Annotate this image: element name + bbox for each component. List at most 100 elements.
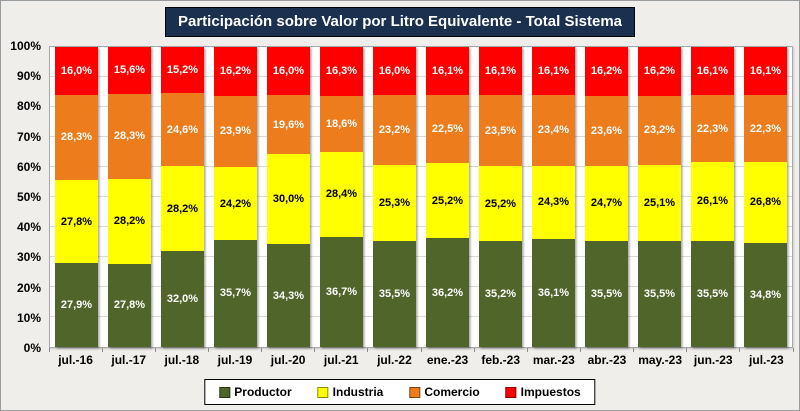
bar-segment-productor: 35,5%: [584, 240, 629, 347]
x-category-label: jul.-20: [270, 353, 306, 367]
bar-segment-productor: 35,5%: [372, 240, 417, 347]
x-category-label: mar.-23: [532, 353, 575, 367]
segment-value-label: 25,1%: [643, 196, 676, 209]
bar-segment-productor: 35,5%: [637, 240, 682, 347]
bar-jul.-21: 36,7% 28,4% 18,6% 16,3%: [319, 47, 364, 347]
segment-value-label: 16,1%: [484, 65, 517, 78]
gridline: [50, 76, 792, 77]
x-tick: [792, 348, 794, 352]
legend-entry-productor: Productor: [219, 385, 292, 399]
x-tick: [579, 348, 581, 352]
bar-segment-industria: 25,1%: [637, 165, 682, 241]
bar-slot: 27,8% 28,2% 28,3% 15,6%: [103, 47, 156, 347]
x-tick: [48, 348, 50, 352]
bar-slot: 35,5% 25,1% 23,2% 16,2%: [633, 47, 686, 347]
bar-jul.-23: 34,8% 26,8% 22,3% 16,1%: [743, 47, 788, 347]
x-tick: [367, 348, 369, 352]
legend: Productor Industria Comercio Impuestos: [204, 379, 596, 405]
bar-segment-impuestos: 16,0%: [54, 47, 99, 96]
bar-segment-industria: 25,3%: [372, 164, 417, 241]
segment-value-label: 35,5%: [696, 287, 729, 300]
legend-entry-comercio: Comercio: [409, 385, 480, 399]
bar-segment-industria: 30,0%: [266, 153, 311, 244]
legend-label: Productor: [234, 385, 292, 399]
bar-segment-comercio: 23,5%: [478, 95, 523, 166]
y-tick-label: 20%: [16, 280, 41, 295]
segment-value-label: 35,2%: [484, 288, 517, 301]
segment-value-label: 30,0%: [272, 192, 305, 205]
bar-slot: 34,8% 26,8% 22,3% 16,1%: [739, 47, 792, 347]
segment-value-label: 35,5%: [378, 287, 411, 300]
bar-segment-industria: 24,2%: [213, 167, 258, 240]
y-tick-label: 0%: [23, 341, 41, 355]
bar-segment-comercio: 22,5%: [425, 95, 470, 163]
bar-slot: 35,5% 24,7% 23,6% 16,2%: [580, 47, 633, 347]
bar-jul.-17: 27,8% 28,2% 28,3% 15,6%: [107, 47, 152, 347]
bar-segment-comercio: 23,4%: [531, 95, 576, 166]
bar-slot: 35,5% 26,1% 22,3% 16,1%: [686, 47, 739, 347]
y-tick-label: 40%: [16, 220, 41, 235]
bar-segment-impuestos: 15,2%: [160, 47, 205, 93]
bar-mar.-23: 36,1% 24,3% 23,4% 16,1%: [531, 47, 576, 347]
x-category-label: jul.-18: [164, 353, 200, 367]
bar-segment-impuestos: 16,2%: [637, 47, 682, 96]
bar-segment-industria: 24,3%: [531, 165, 576, 239]
segment-value-label: 23,2%: [378, 123, 411, 136]
segment-value-label: 16,2%: [643, 65, 676, 78]
bar-segment-comercio: 23,2%: [637, 95, 682, 166]
bar-segment-productor: 27,8%: [107, 263, 152, 347]
bar-segment-comercio: 24,6%: [160, 92, 205, 167]
bar-segment-industria: 24,7%: [584, 166, 629, 241]
segment-value-label: 35,5%: [643, 287, 676, 300]
bar-segment-industria: 26,1%: [690, 162, 735, 241]
bar-segment-productor: 34,3%: [266, 244, 311, 347]
x-category-label: jul.-19: [217, 353, 253, 367]
x-category-label: jul.-21: [323, 353, 359, 367]
segment-value-label: 19,6%: [272, 118, 305, 131]
bar-jul.-20: 34,3% 30,0% 19,6% 16,0%: [266, 47, 311, 347]
y-tick-label: 90%: [16, 69, 41, 84]
bar-segment-impuestos: 15,6%: [107, 47, 152, 94]
gridline: [50, 316, 792, 317]
bar-segment-comercio: 19,6%: [266, 95, 311, 154]
x-category-label: jul.-16: [58, 353, 93, 367]
segment-value-label: 24,7%: [590, 197, 623, 210]
segment-value-label: 28,2%: [166, 202, 199, 215]
segment-value-label: 26,1%: [696, 195, 729, 208]
segment-value-label: 16,2%: [590, 65, 623, 78]
bar-feb.-23: 35,2% 25,2% 23,5% 16,1%: [478, 47, 523, 347]
segment-value-label: 36,7%: [325, 285, 358, 298]
x-tick: [686, 348, 688, 352]
segment-value-label: 28,4%: [325, 188, 358, 201]
bar-segment-comercio: 28,3%: [54, 95, 99, 180]
bar-segment-comercio: 23,6%: [584, 95, 629, 167]
x-category-label: jun.-23: [693, 353, 733, 367]
legend-swatch-icon: [409, 386, 421, 398]
legend-entry-industria: Industria: [317, 385, 383, 399]
bar-segment-impuestos: 16,0%: [372, 47, 417, 96]
segment-value-label: 35,5%: [590, 287, 623, 300]
bar-segment-industria: 28,4%: [319, 151, 364, 237]
x-tick: [207, 348, 209, 352]
gridline: [50, 196, 792, 197]
legend-swatch-icon: [317, 386, 329, 398]
bar-slot: 35,5% 25,3% 23,2% 16,0%: [368, 47, 421, 347]
segment-value-label: 23,5%: [484, 124, 517, 137]
gridline: [50, 256, 792, 257]
bar-segment-productor: 35,2%: [478, 241, 523, 347]
bar-slot: 34,3% 30,0% 19,6% 16,0%: [262, 47, 315, 347]
segment-value-label: 22,3%: [749, 122, 782, 135]
y-tick-label: 50%: [16, 190, 41, 204]
x-tick: [526, 348, 528, 352]
bar-segment-comercio: 22,3%: [690, 95, 735, 163]
bar-slot: 35,2% 25,2% 23,5% 16,1%: [474, 47, 527, 347]
segment-value-label: 15,6%: [113, 64, 146, 77]
segment-value-label: 34,3%: [272, 289, 305, 302]
bar-segment-productor: 36,7%: [319, 236, 364, 347]
x-category-label: jul.-22: [377, 353, 412, 367]
x-category-label: jul.-23: [749, 353, 784, 367]
bar-jul.-16: 27,9% 27,8% 28,3% 16,0%: [54, 47, 99, 347]
y-axis: 100% 90% 80% 70% 60% 50% 40% 30% 20% 10% 0%: [1, 39, 44, 355]
x-category-label: may.-23: [638, 353, 683, 367]
